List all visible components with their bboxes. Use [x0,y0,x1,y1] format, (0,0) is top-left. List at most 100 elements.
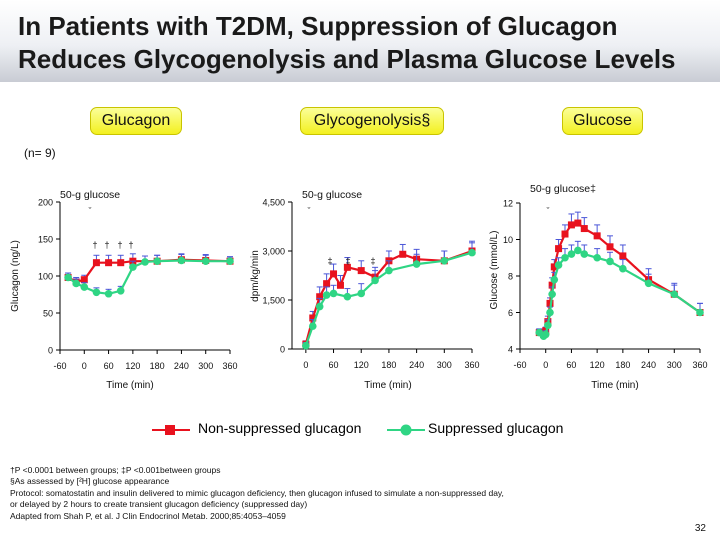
glycogenolysis-nonsuppressed-point [336,281,344,289]
glycogenolysis-suppressed-point [343,292,352,301]
glucose-y-tick-label: 8 [508,272,513,282]
glucagon-suppressed-point [129,263,137,271]
glycogenolysis-y-tick-label: 3,000 [262,247,285,257]
glycogenolysis-significance-marker: ‡ [327,256,332,266]
glucagon-y-tick-label: 0 [48,346,53,356]
glycogenolysis-significance-marker: ‡ [370,256,375,266]
glycogenolysis-x-axis-label: Time (min) [364,380,411,391]
legend-suppressed-label: Suppressed glucagon [428,420,564,436]
glucose-x-tick-label: 300 [667,360,682,370]
glucose-x-tick-label: 360 [692,360,707,370]
glucagon-suppressed-point [92,288,101,297]
glucose-x-tick-label: 0 [543,360,548,370]
footnotes: †P <0.0001 between groups; ‡P <0.001betw… [10,465,680,522]
glycogenolysis-nonsuppressed-point [343,263,351,271]
glucose-suppressed-point [644,279,653,288]
glucagon-nonsuppressed-point [80,276,88,284]
glycogenolysis-x-tick-label: 180 [381,360,396,370]
glucagon-suppressed-point [153,257,161,266]
glucose-suppressed-point [567,250,576,258]
glucagon-y-tick-label: 100 [38,272,53,282]
glucose-nonsuppressed-point [619,252,627,260]
glucose-x-tick-label: 240 [641,360,656,370]
glucagon-x-tick-label: 360 [222,361,237,371]
glucagon-nonsuppressed-point [105,259,113,267]
glucose-nonsuppressed-point [555,245,563,253]
glycogenolysis-nonsuppressed-point [316,293,324,301]
glucose-suppressed-point [544,321,552,330]
glucose-y-tick-label: 6 [508,308,513,318]
glucose-y-tick-label: 4 [508,345,513,355]
glucose-glucose-load-annotation: 50-g glucose‡ [530,183,596,195]
glucagon-y-tick-label: 200 [38,198,53,208]
glucose-nonsuppressed-point [574,219,582,227]
glucagon-significance-marker: † [92,240,97,250]
glucose-nonsuppressed-point [561,230,569,238]
glucose-x-tick-label: 120 [590,360,605,370]
glucose-suppressed-point [574,246,582,255]
glucagon-suppressed-point [141,258,149,266]
glycogenolysis-x-tick-label: 360 [464,360,479,370]
glycogenolysis-suppressed-point [357,289,366,298]
footnote-protocol: Protocol: somatostatin and insulin deliv… [10,487,504,498]
legend-suppressed-swatch [387,424,425,436]
glycogenolysis-suppressed-point [440,257,449,265]
slide-title: In Patients with T2DM, Suppression of Gl… [18,11,676,74]
glucose-x-tick-label: 60 [566,360,576,370]
footnote-assay: §As assessed by [²H] glucose appearance [10,476,170,487]
footnote-protocol-cont: or delayed by 2 hours to create transien… [10,499,308,510]
glucose-nonsuppressed-point [593,232,601,240]
glucose-suppressed-point [696,308,704,317]
glucose-suppressed-point [593,253,601,262]
glucagon-x-axis-label: Time (min) [106,380,153,391]
glycogenolysis-x-tick-label: 240 [409,360,424,370]
panel-header-glucose: Glucose [562,107,643,135]
panel-header-glycogenolysis: Glycogenolysis§ [300,107,444,135]
glucose-y-tick-label: 12 [503,199,513,209]
glycogenolysis-significance-marker: ‡ [345,256,350,266]
legend-nonsuppressed-label: Non-suppressed glucagon [198,420,362,436]
glycogenolysis-nonsuppressed-point [323,280,331,288]
glucose-nonsuppressed-point [606,243,614,251]
glucagon-glucose-load-marker: ˇ [89,206,92,216]
glycogenolysis-nonsuppressed-point [399,250,407,258]
glycogenolysis-suppressed-point [412,260,421,268]
glucose-suppressed-point [561,253,569,262]
glycogenolysis-y-tick-label: 0 [280,345,285,355]
glucagon-suppressed-point [72,279,80,288]
glucose-suppressed-point [541,330,550,339]
glucose-x-axis-label: Time (min) [591,380,638,391]
glucose-suppressed-point [580,250,589,258]
footnote-reference: Adapted from Shah P, et al. J Clin Endoc… [10,510,286,521]
glycogenolysis-suppressed-point [322,291,331,299]
glucagon-suppressed-line [67,259,230,295]
glycogenolysis-suppressed-point [329,289,338,298]
footnote-significance: †P <0.0001 between groups; ‡P <0.001betw… [10,465,221,475]
glycogenolysis-suppressed-point [468,248,476,257]
glucagon-suppressed-point [177,256,186,265]
glycogenolysis-suppressed-point [385,266,393,275]
glucose-nonsuppressed-line [538,221,701,336]
glucose-suppressed-point [550,275,559,284]
glucagon-x-tick-label: 180 [150,361,165,371]
glucagon-suppressed-point [226,257,234,266]
glucagon-x-tick-label: 120 [125,361,140,371]
glycogenolysis-x-tick-label: 300 [437,360,452,370]
glycogenolysis-nonsuppressed-point [357,267,365,275]
sample-size-label: (n= 9) [24,146,56,160]
glucagon-suppressed-point [116,287,125,295]
glucagon-significance-marker: † [117,240,122,250]
glucose-nonsuppressed-point [567,221,575,229]
glucose-nonsuppressed-point [548,281,556,289]
glucose-suppressed-point [546,308,554,317]
glucagon-y-tick-label: 150 [38,235,53,245]
glycogenolysis-suppressed-point [371,276,379,285]
glucose-suppressed-point [619,264,627,273]
glycogenolysis-glucose-load-marker: ˇ [308,206,311,216]
glucagon-suppressed-point [80,283,89,291]
glycogenolysis-nonsuppressed-point [330,270,338,278]
glycogenolysis-nonsuppressed-point [309,314,317,322]
glucagon-x-tick-label: -60 [53,361,66,371]
glucose-x-tick-label: -60 [513,360,526,370]
